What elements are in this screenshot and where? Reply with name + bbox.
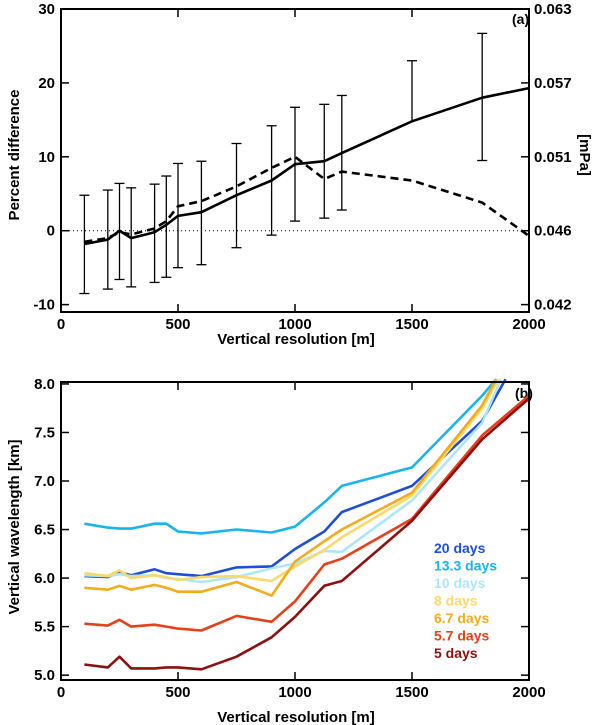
series-line-13.3-days: [84, 378, 498, 535]
series-line-5.7-days: [84, 394, 530, 632]
x-tick-label: 1500: [395, 684, 428, 701]
x-tick-label: 0: [57, 316, 65, 333]
y-tick-label: 5.5: [34, 619, 55, 636]
series-line-5-days: [84, 397, 530, 671]
y-tick-label: 8.0: [34, 376, 55, 393]
y-right-tick-label: 0.051: [534, 149, 572, 166]
panel-b-plot: 0 500 1000 1500 2000 5.0 5.5 6.0 6.5 7.0 7.5 8.0 20 …: [34, 376, 546, 701]
x-tick-label: 1500: [395, 316, 428, 333]
panel-b-ylabel: Vertical wavelength [km]: [6, 439, 23, 614]
y-tick-label: 6.5: [34, 522, 55, 539]
y-right-tick-label: 0.057: [534, 75, 572, 92]
panel-a-ylabel-right: [mPa]: [576, 134, 592, 176]
legend-entry: 5.7 days: [434, 628, 489, 644]
panel-a-xlabel: Vertical resolution [m]: [217, 331, 375, 348]
legend-entry: 5 days: [434, 645, 478, 661]
y-right-tick-label: 0.042: [534, 297, 572, 314]
x-tick-label: 2000: [512, 316, 545, 333]
y-tick-label: 10: [38, 149, 55, 166]
x-tick-label: 2000: [512, 684, 545, 701]
x-tick-label: 500: [165, 684, 190, 701]
y-right-tick-label: 0.063: [534, 1, 572, 18]
y-tick-label: -10: [33, 297, 55, 314]
series-line-6.7-days: [84, 378, 498, 597]
panel-a-plot: 0 500 1000 1500 2000-1001020300.0420.0460.05…: [33, 1, 571, 333]
y-right-tick-label: 0.046: [534, 223, 572, 240]
y-tick-label: 6.0: [34, 570, 55, 587]
y-tick-label: 5.0: [34, 667, 55, 684]
series-line-dashed: [84, 155, 530, 244]
plot-frame: [60, 381, 530, 681]
panel-b-xlabel: Vertical resolution [m]: [217, 709, 375, 725]
x-tick-label: 1000: [278, 316, 311, 333]
legend-entry: 10 days: [434, 575, 486, 591]
y-tick-label: 30: [38, 1, 55, 18]
y-tick-label: 0: [47, 223, 55, 240]
legend-entry: 6.7 days: [434, 610, 489, 626]
panel-a-label: (a): [512, 11, 529, 27]
panel-a-ylabel: Percent difference: [6, 90, 23, 221]
x-tick-label: 500: [165, 316, 190, 333]
plot-frame: [60, 8, 530, 313]
y-tick-label: 7.0: [34, 473, 55, 490]
legend-entry: 20 days: [434, 540, 486, 556]
series-line-8-days: [84, 378, 500, 583]
x-tick-label: 0: [57, 684, 65, 701]
x-tick-label: 1000: [278, 684, 311, 701]
legend-entry: 13.3 days: [434, 558, 497, 574]
y-tick-label: 7.5: [34, 424, 55, 441]
y-tick-label: 20: [38, 75, 55, 92]
legend-entry: 8 days: [434, 593, 478, 609]
